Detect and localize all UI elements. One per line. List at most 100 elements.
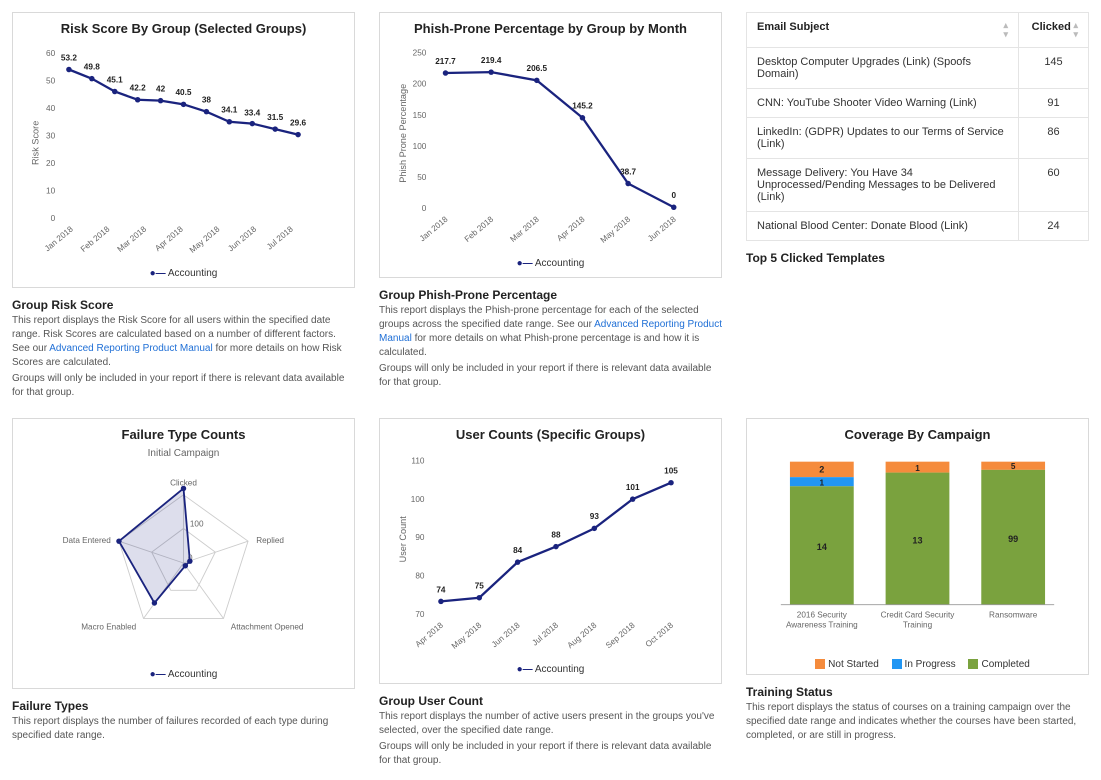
table-row[interactable]: Message Delivery: You Have 34 Unprocesse… — [747, 159, 1089, 212]
svg-text:Phish Prone Percentage: Phish Prone Percentage — [398, 84, 408, 183]
col-email-subject[interactable]: Email Subject▴▾ — [747, 13, 1019, 48]
svg-text:2: 2 — [819, 465, 824, 475]
col-clicked[interactable]: Clicked▴▾ — [1019, 13, 1089, 48]
svg-text:101: 101 — [626, 483, 640, 492]
coverage-legend: Not Started In Progress Completed — [751, 653, 1084, 670]
svg-text:84: 84 — [513, 546, 523, 555]
table-row[interactable]: National Blood Center: Donate Blood (Lin… — [747, 212, 1089, 241]
svg-text:Mar 2018: Mar 2018 — [508, 214, 541, 243]
svg-text:Apr 2018: Apr 2018 — [555, 214, 587, 243]
table-row[interactable]: CNN: YouTube Shooter Video Warning (Link… — [747, 89, 1089, 118]
svg-text:33.4: 33.4 — [244, 108, 260, 117]
svg-text:105: 105 — [664, 467, 678, 476]
svg-text:Credit Card Security: Credit Card Security — [881, 610, 956, 619]
svg-text:250: 250 — [413, 49, 427, 58]
desc-title: Top 5 Clicked Templates — [746, 251, 1089, 265]
svg-text:1: 1 — [915, 464, 920, 473]
panel-coverage: Coverage By Campaign 2 1 14 1 13 5 99 — [746, 418, 1089, 768]
svg-text:Risk Score: Risk Score — [31, 121, 41, 165]
svg-text:Oct 2018: Oct 2018 — [644, 620, 676, 649]
svg-text:100: 100 — [190, 520, 204, 529]
desc-text-2: Groups will only be included in your rep… — [379, 362, 722, 390]
chart-title: User Counts (Specific Groups) — [384, 427, 717, 442]
svg-text:34.1: 34.1 — [221, 106, 237, 115]
svg-text:Jun 2018: Jun 2018 — [646, 214, 678, 243]
svg-text:88: 88 — [551, 530, 561, 539]
panel-failure-types: Failure Type Counts Initial Campaign 100… — [12, 418, 355, 768]
svg-text:75: 75 — [475, 582, 485, 591]
svg-text:Feb 2018: Feb 2018 — [79, 224, 112, 254]
svg-text:Data Entered: Data Entered — [63, 536, 112, 545]
table-row[interactable]: LinkedIn: (GDPR) Updates to our Terms of… — [747, 118, 1089, 159]
svg-text:Jul 2018: Jul 2018 — [265, 224, 295, 251]
svg-text:50: 50 — [46, 76, 56, 85]
svg-text:0: 0 — [671, 191, 676, 200]
sort-icon: ▴▾ — [1003, 21, 1008, 39]
svg-text:Training: Training — [903, 620, 933, 629]
svg-text:150: 150 — [413, 111, 427, 120]
desc-text: This report displays the number of activ… — [379, 710, 722, 738]
svg-text:100: 100 — [413, 142, 427, 151]
svg-text:50: 50 — [417, 173, 427, 182]
svg-text:2016 Security: 2016 Security — [797, 610, 848, 619]
panel-phish-prone: Phish-Prone Percentage by Group by Month… — [379, 12, 722, 400]
chart-title: Risk Score By Group (Selected Groups) — [17, 21, 350, 36]
svg-text:20: 20 — [46, 159, 56, 168]
svg-text:10: 10 — [46, 186, 56, 195]
chart-subtitle: Initial Campaign — [17, 448, 350, 459]
coverage-svg: 2 1 14 1 13 5 99 2016 Security Awareness… — [751, 448, 1084, 653]
svg-text:219.4: 219.4 — [481, 56, 502, 65]
chart-title: Coverage By Campaign — [751, 427, 1084, 442]
desc-text: This report displays the Phish-prone per… — [379, 304, 722, 360]
svg-text:Macro Enabled: Macro Enabled — [81, 622, 136, 631]
svg-text:31.5: 31.5 — [267, 113, 283, 122]
svg-text:30: 30 — [46, 131, 56, 140]
radar-chart: Failure Type Counts Initial Campaign 100… — [12, 418, 355, 689]
desc-text: This report displays the Risk Score for … — [12, 314, 355, 370]
svg-text:40.5: 40.5 — [175, 88, 191, 97]
svg-text:145.2: 145.2 — [572, 102, 593, 111]
sort-icon: ▴▾ — [1073, 21, 1078, 39]
svg-text:May 2018: May 2018 — [599, 214, 633, 244]
svg-text:217.7: 217.7 — [435, 57, 456, 66]
svg-text:Apr 2018: Apr 2018 — [414, 620, 446, 649]
svg-text:Aug 2018: Aug 2018 — [566, 620, 599, 650]
svg-text:38.7: 38.7 — [620, 167, 636, 176]
svg-text:5: 5 — [1011, 462, 1016, 471]
desc-text: This report displays the number of failu… — [12, 715, 355, 743]
desc-title: Failure Types — [12, 699, 355, 713]
svg-text:42: 42 — [156, 85, 166, 94]
svg-text:99: 99 — [1008, 534, 1018, 544]
svg-text:29.6: 29.6 — [290, 118, 306, 127]
svg-text:Jan 2018: Jan 2018 — [418, 214, 450, 243]
svg-text:14: 14 — [817, 542, 828, 552]
desc-title: Group Risk Score — [12, 298, 355, 312]
svg-text:100: 100 — [411, 495, 425, 504]
table-row[interactable]: Desktop Computer Upgrades (Link) (Spoofs… — [747, 48, 1089, 89]
svg-text:User Count: User Count — [398, 516, 408, 563]
svg-text:60: 60 — [46, 49, 56, 58]
svg-text:53.2: 53.2 — [61, 53, 77, 62]
panel-risk-score: Risk Score By Group (Selected Groups) 0 … — [12, 12, 355, 400]
chart-title: Phish-Prone Percentage by Group by Month — [384, 21, 717, 36]
svg-text:Jan 2018: Jan 2018 — [43, 224, 75, 253]
user-counts-chart: User Counts (Specific Groups) 70 80 90 1… — [379, 418, 722, 684]
svg-text:38: 38 — [202, 96, 212, 105]
manual-link[interactable]: Advanced Reporting Product Manual — [49, 343, 212, 354]
chart-legend: ●— Accounting — [17, 663, 350, 684]
risk-score-chart: Risk Score By Group (Selected Groups) 0 … — [12, 12, 355, 288]
desc-text: This report displays the status of cours… — [746, 701, 1089, 743]
svg-text:Ransomware: Ransomware — [989, 610, 1038, 619]
desc-title: Group Phish-Prone Percentage — [379, 288, 722, 302]
svg-text:45.1: 45.1 — [107, 75, 123, 84]
svg-text:Jun 2018: Jun 2018 — [490, 620, 522, 649]
svg-text:Feb 2018: Feb 2018 — [463, 214, 496, 243]
svg-text:0: 0 — [51, 214, 56, 223]
svg-text:74: 74 — [436, 585, 446, 594]
chart-title: Failure Type Counts — [17, 427, 350, 442]
user-line-svg: 70 80 90 100 110 User Count 74 75 84 88 … — [384, 448, 717, 658]
clicked-templates-table: Email Subject▴▾ Clicked▴▾ Desktop Comput… — [746, 12, 1089, 241]
svg-text:200: 200 — [413, 80, 427, 89]
svg-text:49.8: 49.8 — [84, 63, 100, 72]
desc-title: Group User Count — [379, 694, 722, 708]
